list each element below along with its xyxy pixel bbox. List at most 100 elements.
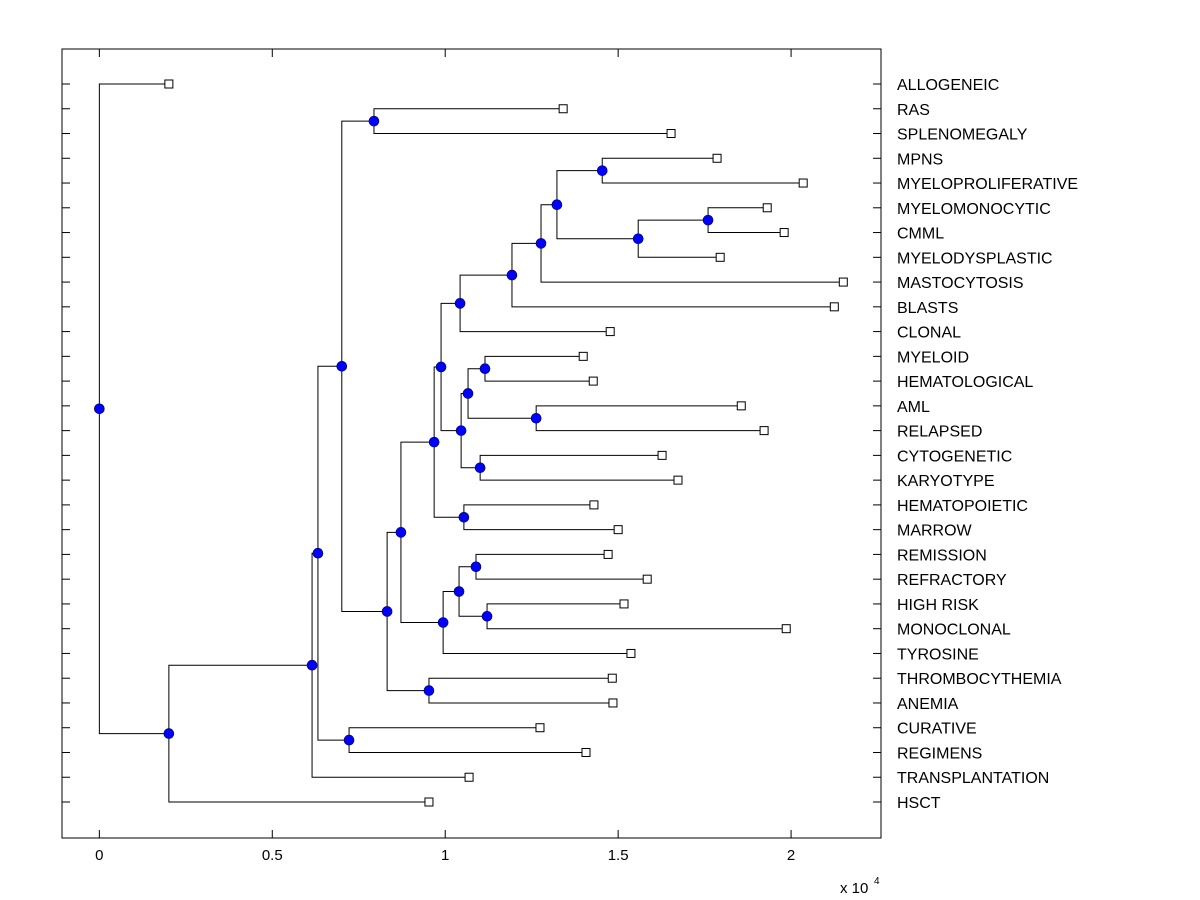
dendrogram-nodes: [94, 115, 714, 746]
leaf-label: MYELODYSPLASTIC: [897, 250, 1053, 267]
internal-node-marker: [343, 734, 355, 746]
leaf-marker: [558, 104, 568, 114]
dendrogram-link: [442, 591, 460, 623]
dendrogram-link: [540, 204, 557, 244]
leaf-marker: [607, 673, 617, 683]
leaf-label: MYELOID: [897, 349, 969, 366]
leaf-marker: [164, 79, 174, 89]
leaf-marker: [673, 475, 683, 485]
dendrogram-link: [311, 665, 470, 778]
leaf-label: RAS: [897, 102, 930, 119]
leaf-marker: [657, 450, 667, 460]
dendrogram-link: [458, 591, 488, 617]
dendrogram-link: [440, 366, 462, 432]
dendrogram-link: [467, 393, 537, 419]
leaf-label: TRANSPLANTATION: [897, 770, 1049, 787]
leaf-marker: [424, 797, 434, 807]
leaf-marker: [712, 153, 722, 163]
leaf-marker: [829, 302, 839, 312]
dendrogram-link: [400, 532, 444, 623]
x-tick-label: 2: [787, 847, 795, 864]
dendrogram-link: [556, 204, 639, 240]
dendrogram-link: [556, 170, 603, 205]
leaf-marker: [589, 500, 599, 510]
dendrogram-link: [459, 303, 611, 333]
leaf-marker: [608, 698, 618, 708]
leaf-label: TYROSINE: [897, 646, 979, 663]
internal-node-marker: [702, 214, 714, 226]
leaf-marker: [603, 549, 613, 559]
dendrogram-link: [467, 368, 485, 394]
leaf-marker: [613, 525, 623, 535]
leaf-label: REFRACTORY: [897, 572, 1007, 589]
internal-node-marker: [428, 436, 440, 448]
internal-node-marker: [462, 388, 474, 399]
dendrogram-link: [442, 622, 631, 654]
dendrogram-link: [341, 366, 388, 612]
leaf-marker: [798, 178, 808, 188]
internal-node-marker: [368, 115, 380, 127]
leaf-label: HEMATOLOGICAL: [897, 374, 1033, 391]
dendrogram-link: [540, 243, 844, 283]
dendrogram-link: [98, 408, 169, 735]
internal-node-marker: [479, 363, 491, 375]
internal-node-marker: [506, 269, 518, 281]
x-multiplier-label: x 10: [840, 880, 868, 897]
leaf-label: HEMATOPOIETIC: [897, 498, 1028, 515]
internal-node-marker: [551, 199, 563, 210]
dendrogram-link: [459, 274, 512, 304]
dendrogram-link: [511, 275, 835, 308]
x-tick-label: 1.5: [608, 847, 629, 864]
dendrogram-link: [386, 611, 429, 692]
leaf-label: CLONAL: [897, 325, 961, 342]
leaf-label: CMML: [897, 226, 944, 243]
dendrogram-link: [400, 441, 435, 533]
dendrogram-link: [460, 430, 481, 469]
leaf-label: MONOCLONAL: [897, 622, 1011, 639]
internal-node-marker: [474, 462, 486, 474]
leaf-marker: [838, 277, 848, 287]
internal-node-marker: [94, 403, 105, 415]
internal-node-marker: [458, 511, 470, 523]
internal-node-marker: [306, 659, 318, 671]
leaf-marker: [605, 327, 615, 337]
leaf-marker: [762, 203, 772, 213]
leaf-labels: ALLOGENEIC RAS SPLENOMEGALY MPNS MYELOPROLIF…: [897, 77, 1078, 812]
leaf-marker: [642, 574, 652, 584]
internal-node-marker: [632, 233, 644, 245]
internal-node-marker: [535, 238, 547, 249]
dendrogram-link: [317, 553, 350, 741]
x-multiplier-exponent: 4: [874, 876, 880, 887]
leaf-label: SPLENOMEGALY: [897, 127, 1028, 144]
internal-node-marker: [481, 611, 493, 622]
dendrogram-link: [637, 238, 721, 258]
leaf-marker: [626, 648, 636, 658]
leaf-marker: [759, 426, 769, 436]
dendrogram-link: [317, 365, 342, 554]
leaf-marker: [779, 228, 789, 238]
leaf-label: RELAPSED: [897, 424, 982, 441]
internal-node-marker: [312, 547, 324, 559]
dendrogram-link: [433, 442, 464, 518]
dendrogram-link: [458, 566, 476, 592]
internal-node-marker: [454, 298, 466, 309]
leaf-label: MASTOCYTOSIS: [897, 275, 1024, 292]
leaf-label: HSCT: [897, 795, 941, 812]
leaf-marker: [715, 252, 725, 262]
dendrogram-link: [637, 219, 709, 239]
leaf-label: MPNS: [897, 151, 943, 168]
leaf-label: ANEMIA: [897, 696, 959, 713]
internal-node-marker: [423, 685, 435, 696]
x-tick-label: 0: [95, 847, 103, 864]
dendrogram-link: [341, 120, 374, 367]
leaf-label: ALLOGENEIC: [897, 77, 999, 94]
axis-ticks: [62, 49, 881, 838]
internal-node-marker: [381, 606, 393, 617]
leaf-label: REGIMENS: [897, 745, 982, 762]
leaf-marker: [666, 129, 676, 139]
leaf-label: MYELOPROLIFERATIVE: [897, 176, 1078, 193]
leaf-marker: [781, 624, 791, 634]
internal-node-marker: [435, 361, 447, 373]
